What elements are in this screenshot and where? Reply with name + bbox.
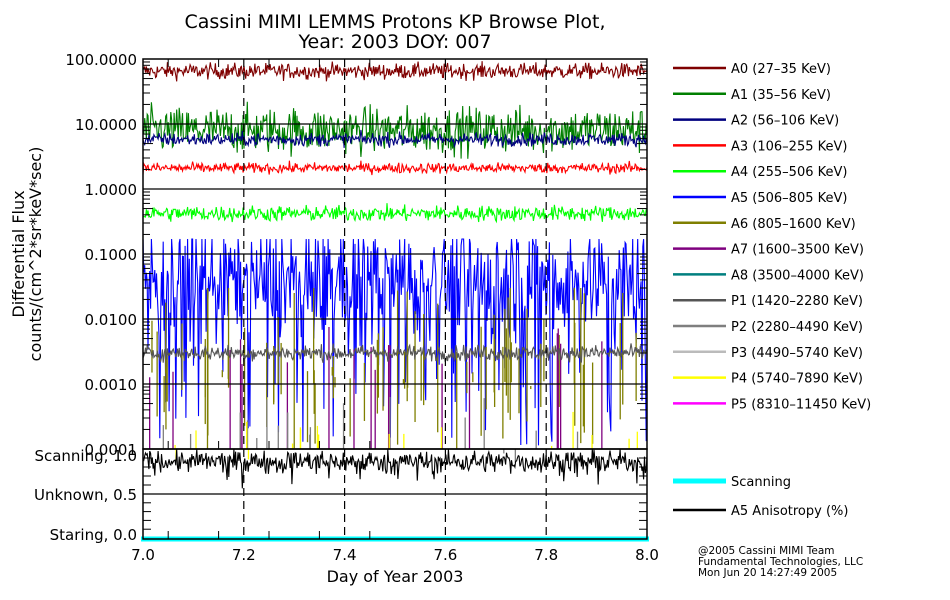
legend-label: A3 (106–255 KeV): [731, 139, 847, 154]
y-axis-label-line2: counts/(cm^2*sr*keV*sec): [26, 147, 45, 362]
footer-company: Fundamental Technologies, LLC: [698, 556, 863, 568]
series-line: [142, 160, 648, 176]
legend-label: A8 (3500–4000 KeV): [731, 268, 864, 283]
lower-y-tick-label: Unknown, 0.5: [34, 486, 137, 504]
legend-item: A6 (805–1600 KeV): [673, 217, 856, 232]
footer-timestamp: Mon Jun 20 14:27:49 2005: [698, 567, 837, 579]
legend-label: P5 (8310–11450 KeV): [731, 397, 871, 412]
lower-y-tick-label: Staring, 0.0: [50, 526, 137, 544]
series-a3: [142, 160, 648, 176]
chart-title: Cassini MIMI LEMMS Protons KP Browse Plo…: [184, 11, 605, 33]
lower-y-tick-label: Scanning, 1.0: [34, 447, 137, 465]
legend-item: P3 (4490–5740 KeV): [673, 346, 863, 361]
x-tick-label: 7.0: [131, 546, 155, 564]
series-a1: [142, 101, 648, 159]
legend-label: A0 (27–35 KeV): [731, 62, 831, 77]
footer-copyright: @2005 Cassini MIMI Team: [698, 545, 835, 557]
y-tick-label: 100.0000: [65, 51, 137, 69]
legend-item: A3 (106–255 KeV): [673, 139, 847, 154]
series-line: [142, 448, 648, 489]
series-a4: [142, 203, 648, 224]
x-tick-label: 7.4: [333, 546, 357, 564]
legend-label: A1 (35–56 KeV): [731, 88, 831, 103]
axis-ticks: [143, 59, 647, 539]
y-axis-label: Differential Flux counts/(cm^2*sr*keV*se…: [9, 147, 45, 362]
legend-item: P5 (8310–11450 KeV): [673, 397, 871, 412]
upper-y-tick-labels: 100.0000 10.0000 1.0000 0.1000 0.0100 0.0010 0…: [65, 51, 137, 459]
legend-item: A2 (56–106 KeV): [673, 114, 839, 129]
x-tick-labels: 7.0 7.2 7.4 7.6 7.8 8.0: [131, 546, 659, 564]
legend-item: A5 (506–805 KeV): [673, 191, 847, 206]
legend: A0 (27–35 KeV) A1 (35–56 KeV) A2 (56–106 K…: [673, 62, 871, 412]
legend-item: A7 (1600–3500 KeV): [673, 243, 864, 258]
legend-label: P2 (2280–4490 KeV): [731, 320, 863, 335]
series-line: [142, 129, 648, 149]
x-tick-label: 7.8: [534, 546, 558, 564]
grid-lines: [143, 59, 647, 539]
series-line: [142, 61, 648, 82]
legend-label: A7 (1600–3500 KeV): [731, 243, 864, 258]
legend-item: P2 (2280–4490 KeV): [673, 320, 863, 335]
legend-item: P4 (5740–7890 KeV): [673, 372, 863, 387]
upper-series-group: [142, 61, 648, 464]
series-line: [142, 203, 648, 224]
series-a7: [149, 326, 603, 449]
series-a5: [142, 238, 648, 446]
y-tick-label: 0.1000: [85, 246, 138, 264]
legend-label: P1 (1420–2280 KeV): [731, 294, 863, 309]
legend-item: A5 Anisotropy (%): [673, 504, 848, 519]
lower-plot-frame: [142, 448, 648, 540]
legend-item: A0 (27–35 KeV): [673, 62, 831, 77]
series-a5: [142, 448, 648, 489]
series-line: [142, 343, 648, 364]
series-line: [142, 238, 648, 446]
legend-item: A4 (255–506 KeV): [673, 165, 847, 180]
legend-item: A8 (3500–4000 KeV): [673, 268, 864, 283]
x-tick-label: 7.6: [433, 546, 457, 564]
series-a6: [151, 287, 637, 449]
series-a0: [142, 61, 648, 82]
y-tick-label: 0.0010: [85, 376, 138, 394]
x-tick-label: 7.2: [232, 546, 256, 564]
legend-label: P4 (5740–7890 KeV): [731, 372, 863, 387]
x-tick-label: 8.0: [635, 546, 659, 564]
legend-label: Scanning: [731, 475, 791, 490]
series-p2: [162, 397, 579, 464]
series-p4: [174, 411, 638, 461]
legend-item: A1 (35–56 KeV): [673, 88, 831, 103]
series-a2: [142, 129, 648, 149]
chart-subtitle: Year: 2003 DOY: 007: [297, 31, 491, 53]
y-tick-label: 10.0000: [75, 116, 137, 134]
legend-label: P3 (4490–5740 KeV): [731, 346, 863, 361]
legend-label: A5 (506–805 KeV): [731, 191, 847, 206]
series-p1: [142, 343, 648, 364]
legend-label: A5 Anisotropy (%): [731, 504, 848, 519]
legend-item: Scanning: [673, 475, 791, 490]
lower-y-tick-labels: Scanning, 1.0 Unknown, 0.5 Staring, 0.0: [34, 447, 137, 544]
legend-label: A6 (805–1600 KeV): [731, 217, 856, 232]
legend-label: A2 (56–106 KeV): [731, 114, 839, 129]
y-tick-label: 0.0001: [85, 441, 138, 459]
legend-item: P1 (1420–2280 KeV): [673, 294, 863, 309]
legend-lower: Scanning A5 Anisotropy (%): [673, 475, 848, 519]
y-tick-label: 0.0100: [85, 311, 138, 329]
y-tick-label: 1.0000: [85, 181, 138, 199]
x-axis-label: Day of Year 2003: [327, 567, 464, 586]
y-axis-label-line1: Differential Flux: [9, 190, 28, 317]
legend-label: A4 (255–506 KeV): [731, 165, 847, 180]
series-line: [142, 101, 648, 159]
